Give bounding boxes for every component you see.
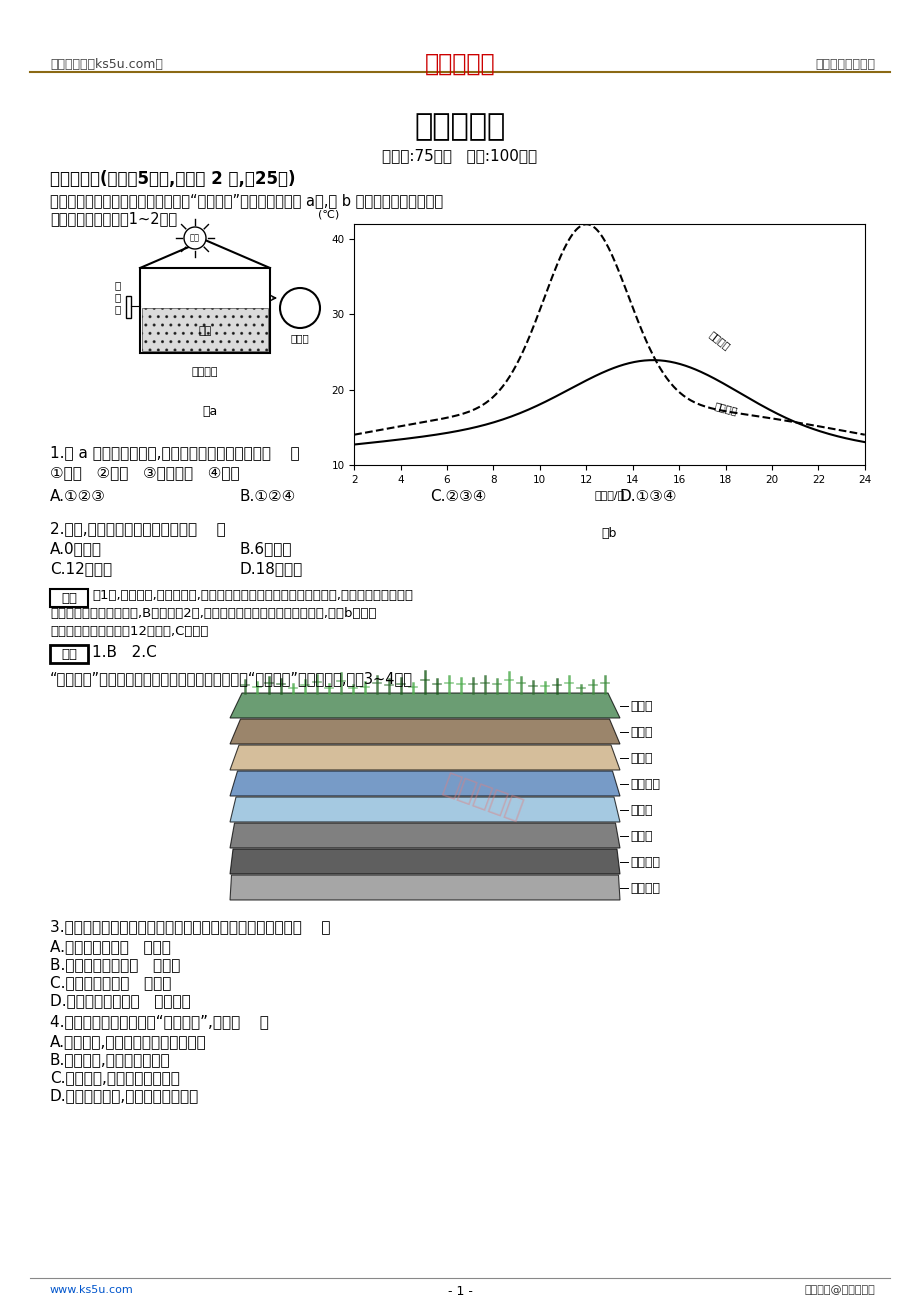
Text: 第三章测评: 第三章测评 <box>414 112 505 141</box>
Polygon shape <box>230 823 619 848</box>
Text: 高考资源网: 高考资源网 <box>425 52 494 76</box>
Text: 透明水筱: 透明水筱 <box>191 367 218 378</box>
Circle shape <box>184 227 206 249</box>
筱内气温 <box>652 353 663 368</box>
Text: 高考资源网（ks5u.com）: 高考资源网（ks5u.com） <box>50 59 163 72</box>
Text: A.①②③: A.①②③ <box>50 490 106 504</box>
Text: 威海某中学地理兴趣小组设计了一个“海水淡化”的模拟实验（图 a）,图 b 示意当日透明水筱内外: 威海某中学地理兴趣小组设计了一个“海水淡化”的模拟实验（图 a）,图 b 示意当… <box>50 193 443 208</box>
Polygon shape <box>230 849 619 874</box>
Polygon shape <box>230 745 619 769</box>
Text: D.增大空气湿度,城市大雾次数增多: D.增大空气湿度,城市大雾次数增多 <box>50 1088 199 1103</box>
Text: D.18时左右: D.18时左右 <box>240 561 303 575</box>
Polygon shape <box>230 693 619 717</box>
Text: 温: 温 <box>115 280 121 290</box>
Bar <box>126 296 130 318</box>
Text: D.①③④: D.①③④ <box>619 490 676 504</box>
Text: 气温变化。据此完成1~2题。: 气温变化。据此完成1~2题。 <box>50 211 177 227</box>
Text: 容易获取淡水的时段是12时左右,C正确。: 容易获取淡水的时段是12时左右,C正确。 <box>50 625 208 638</box>
Text: B.①②④: B.①②④ <box>240 490 296 504</box>
Text: C.截留雨水,缓解城市内淝问题: C.截留雨水,缓解城市内淝问题 <box>50 1070 180 1085</box>
Bar <box>142 309 267 352</box>
Polygon shape <box>230 875 619 900</box>
筱内气温 <box>647 353 658 368</box>
Text: (℃): (℃) <box>318 210 339 219</box>
Polygon shape <box>230 771 619 796</box>
Text: A.种植层、过滤层   过滤层: A.种植层、过滤层 过滤层 <box>50 939 171 954</box>
Text: B.增加承重,缩短房屋的寿命: B.增加承重,缩短房屋的寿命 <box>50 1052 170 1068</box>
Text: 植被层: 植被层 <box>630 699 652 712</box>
筱内气温 <box>653 353 664 368</box>
Line: 筱外气温: 筱外气温 <box>354 224 864 435</box>
筱外气温 <box>350 427 361 443</box>
Text: 版权所有@高考资源网: 版权所有@高考资源网 <box>803 1285 874 1295</box>
Text: 储水器: 储水器 <box>290 333 309 342</box>
Text: 图a: 图a <box>202 405 218 418</box>
Text: C.12时左右: C.12时左右 <box>50 561 112 575</box>
Text: 1.B   2.C: 1.B 2.C <box>92 644 156 660</box>
筱内气温 <box>812 423 823 439</box>
Text: C.过滤层、保湿层   隔根层: C.过滤层、保湿层 隔根层 <box>50 975 171 990</box>
Text: 种植层: 种植层 <box>630 725 652 738</box>
筱外气温 <box>580 216 591 232</box>
Line: 筱内气温: 筱内气温 <box>354 361 864 444</box>
Text: 隔根层: 隔根层 <box>630 829 652 842</box>
Text: - 1 -: - 1 - <box>447 1285 472 1298</box>
Text: 太阳: 太阳 <box>190 233 199 242</box>
Text: www.ks5u.com: www.ks5u.com <box>50 1285 133 1295</box>
Text: 原建筑顶: 原建筑顶 <box>630 881 659 894</box>
筱外气温 <box>663 372 674 388</box>
Text: ①蜗发   ②降水   ③水汽输送   ④径流: ①蜗发 ②降水 ③水汽输送 ④径流 <box>50 465 239 480</box>
X-axis label: 地方时/时: 地方时/时 <box>594 490 624 500</box>
Text: 蓄排水层: 蓄排水层 <box>630 777 659 790</box>
Text: 计: 计 <box>115 303 121 314</box>
Text: （时间:75分钟   满分:100分）: （时间:75分钟 满分:100分） <box>382 148 537 163</box>
Text: 您身边的高考专家: 您身边的高考专家 <box>814 59 874 72</box>
Text: 海水: 海水 <box>199 326 211 336</box>
Text: A.减小风速,增加雾霸天气的出现频率: A.减小风速,增加雾霸天气的出现频率 <box>50 1034 207 1049</box>
Bar <box>140 268 269 353</box>
Text: 环节是蜗发、降水、径流,B正确。第2题,筱内、外温差最大时最易获取淡水,看图b可知最: 环节是蜗发、降水、径流,B正确。第2题,筱内、外温差最大时最易获取淡水,看图b可… <box>50 607 376 620</box>
Text: 4.一个城市若大规模建设“屋顶花园”,将会（    ）: 4.一个城市若大规模建设“屋顶花园”,将会（ ） <box>50 1014 268 1029</box>
Text: B.6时左右: B.6时左右 <box>240 542 292 556</box>
Text: 答案: 答案 <box>61 647 77 660</box>
Text: 保湿层: 保湿层 <box>630 803 652 816</box>
Text: 1.图 a 获取淡水过程中,主要模拟的水循环环节是（    ）: 1.图 a 获取淡水过程中,主要模拟的水循环环节是（ ） <box>50 445 300 460</box>
Polygon shape <box>230 797 619 822</box>
Text: 第1题,海水蜗发,冷凝成水滴,顺着水筱顶部通过径流环节进入储水器,故主要模拟的水循环: 第1题,海水蜗发,冷凝成水滴,顺着水筱顶部通过径流环节进入储水器,故主要模拟的水… <box>92 589 413 602</box>
Text: 3.图示各层有利于雨水下渗与干旱时供给植被水分的分别是（    ）: 3.图示各层有利于雨水下渗与干旱时供给植被水分的分别是（ ） <box>50 919 330 934</box>
筱内气温 <box>858 435 869 450</box>
筱外气温 <box>780 413 791 428</box>
Text: 筱外气温: 筱外气温 <box>706 329 731 352</box>
Circle shape <box>279 288 320 328</box>
筱内气温 <box>348 436 359 452</box>
筱内气温 <box>780 410 791 426</box>
筱外气温 <box>858 427 869 443</box>
Bar <box>50 644 88 663</box>
筱内气温 <box>663 354 674 370</box>
Text: 解析: 解析 <box>61 591 77 604</box>
筱外气温 <box>812 418 823 434</box>
筱内气温 <box>350 436 361 452</box>
Text: C.②③④: C.②③④ <box>429 490 486 504</box>
Text: A.0时左右: A.0时左右 <box>50 542 102 556</box>
Text: 图b: 图b <box>601 527 617 540</box>
Text: 过滤层: 过滤层 <box>630 751 652 764</box>
Text: 防渗漏层: 防渗漏层 <box>630 855 659 868</box>
Text: D.蓄排水层、保湿层   防渗漏层: D.蓄排水层、保湿层 防渗漏层 <box>50 993 190 1008</box>
筱外气温 <box>653 359 664 375</box>
Text: 一、选择题(本题兲5小题,每小题 2 分,入25分): 一、选择题(本题兲5小题,每小题 2 分,入25分) <box>50 171 295 187</box>
Text: 度: 度 <box>115 292 121 302</box>
Text: B.过滤层、蓄排水层   保湿层: B.过滤层、蓄排水层 保湿层 <box>50 957 180 973</box>
Text: 筱内气温: 筱内气温 <box>713 400 739 415</box>
Text: “屋顶花园”是指在屋顶以绿化的形式建设花园。读“屋顶花园”结构示意图,完成3~4题。: “屋顶花园”是指在屋顶以绿化的形式建设花园。读“屋顶花园”结构示意图,完成3~4… <box>50 671 413 686</box>
筱外气温 <box>652 357 663 372</box>
Polygon shape <box>230 719 619 743</box>
筱外气温 <box>348 427 359 443</box>
Bar <box>50 589 88 607</box>
Text: 2.当日,最容易获取淡水的时段是（    ）: 2.当日,最容易获取淡水的时段是（ ） <box>50 521 225 536</box>
Text: 高考资源网: 高考资源网 <box>439 769 527 824</box>
